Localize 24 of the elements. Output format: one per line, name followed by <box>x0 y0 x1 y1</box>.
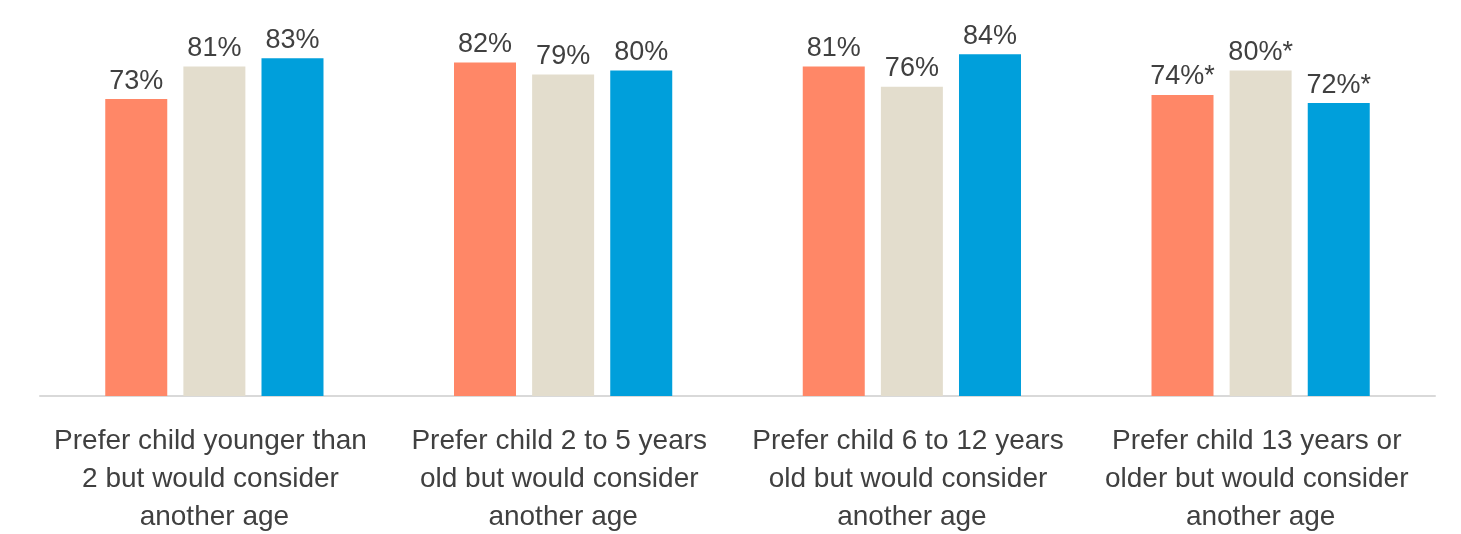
bar <box>1151 94 1214 396</box>
data-label: 84% <box>962 19 1018 50</box>
data-label: 79% <box>536 40 591 71</box>
data-label: 80%* <box>1228 36 1294 67</box>
x-tick-label: Prefer child younger than 2 but would consider another age <box>54 423 375 531</box>
x-tick-label: Prefer child 6 to 12 years old but would consider another age <box>752 423 1072 531</box>
data-label: 81% <box>806 31 861 62</box>
x-tick-label: Prefer child 2 to 5 years old but would consider another age <box>411 423 715 531</box>
data-label: 73% <box>109 64 164 95</box>
bar <box>610 70 673 396</box>
data-label: 81% <box>187 31 242 62</box>
data-label: 74%* <box>1150 60 1216 91</box>
bar <box>959 54 1021 396</box>
bar <box>1307 103 1370 396</box>
bar <box>261 58 324 396</box>
data-label: 82% <box>457 27 513 58</box>
data-label: 80% <box>614 36 669 67</box>
bar <box>105 99 168 396</box>
data-label: 83% <box>265 23 320 54</box>
bar <box>802 66 865 396</box>
x-tick-label: Prefer child 13 years or older but would consider another age <box>1104 423 1417 531</box>
bar <box>454 62 517 396</box>
data-label: 76% <box>884 52 939 83</box>
data-label: 72%* <box>1306 68 1372 99</box>
